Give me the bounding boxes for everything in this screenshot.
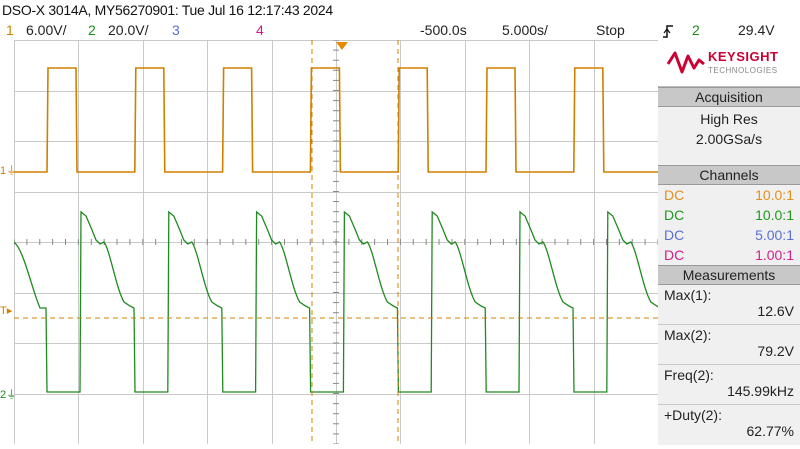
- measurements-header[interactable]: Measurements: [658, 265, 800, 285]
- keysight-logo: KEYSIGHT TECHNOLOGIES: [658, 40, 800, 87]
- measurement-label: +Duty(2):: [664, 407, 722, 423]
- measurement-value: 62.77%: [746, 423, 794, 439]
- trigger-channel[interactable]: 2: [692, 22, 700, 38]
- time-offset[interactable]: -500.0s: [420, 22, 467, 38]
- measurement-item[interactable]: Max(2): 79.2V: [658, 325, 800, 365]
- measurement-item[interactable]: Freq(2): 145.99kHz: [658, 365, 800, 405]
- waveform-display[interactable]: [13, 39, 663, 445]
- brand-name: KEYSIGHT: [708, 49, 779, 64]
- time-scale[interactable]: 5.000s/: [502, 22, 548, 38]
- measurement-item[interactable]: Max(1): 12.6V: [658, 285, 800, 325]
- ch2-marker-label: 2: [0, 389, 7, 401]
- ch2-scale[interactable]: 20.0V/: [108, 22, 149, 38]
- ch2-probe: 10.0:1: [755, 207, 794, 223]
- ch1-coupling: DC: [664, 187, 685, 203]
- measurement-value: 79.2V: [757, 343, 794, 359]
- ch1-number[interactable]: 1: [6, 22, 14, 38]
- trigger-position-marker[interactable]: [336, 42, 348, 50]
- ch2-ground-marker[interactable]: 2⏚: [0, 389, 18, 401]
- measurement-value: 12.6V: [757, 303, 794, 319]
- run-state[interactable]: Stop: [596, 22, 625, 38]
- ch1-waveform: [14, 67, 658, 173]
- acquisition-mode: High Res: [700, 111, 758, 127]
- ch2-coupling: DC: [664, 207, 685, 223]
- measurement-label: Max(2):: [664, 327, 712, 343]
- ch3-coupling: DC: [664, 227, 685, 243]
- brand-subtitle: TECHNOLOGIES: [708, 66, 778, 75]
- ch3-number[interactable]: 3: [172, 22, 180, 38]
- ch2-number[interactable]: 2: [88, 22, 96, 38]
- acquisition-header[interactable]: Acquisition: [658, 87, 800, 107]
- window-title: DSO-X 3014A, MY56270901: Tue Jul 16 12:1…: [2, 2, 333, 18]
- trigger-level[interactable]: 29.4V: [738, 22, 775, 38]
- ch4-probe: 1.00:1: [755, 247, 794, 263]
- trigger-level-marker[interactable]: T▸: [0, 305, 13, 317]
- acquisition-info: High Res 2.00GSa/s: [658, 107, 800, 165]
- side-panel: KEYSIGHT TECHNOLOGIES Acquisition High R…: [658, 40, 800, 445]
- waveform-graticule: [13, 39, 663, 445]
- measurement-item[interactable]: +Duty(2): 62.77%: [658, 405, 800, 445]
- ch2-waveform: [13, 210, 663, 393]
- channel-row-3[interactable]: DC 5.00:1: [658, 225, 800, 245]
- ch1-ground-marker[interactable]: 1⏚: [0, 165, 18, 177]
- trigger-marker-label: T: [0, 305, 7, 317]
- ch3-probe: 5.00:1: [755, 227, 794, 243]
- status-bar: DSO-X 3014A, MY56270901: Tue Jul 16 12:1…: [0, 0, 800, 40]
- ch4-number[interactable]: 4: [256, 22, 264, 38]
- sample-rate: 2.00GSa/s: [695, 131, 763, 147]
- ch1-probe: 10.0:1: [755, 187, 794, 203]
- keysight-wave-icon: [666, 51, 705, 74]
- ch1-marker-label: 1: [0, 165, 7, 177]
- channels-header[interactable]: Channels: [658, 165, 800, 185]
- measurement-label: Freq(2):: [664, 367, 714, 383]
- trigger-edge-icon[interactable]: [662, 23, 674, 39]
- ch1-scale[interactable]: 6.00V/: [26, 22, 67, 38]
- channel-row-1[interactable]: DC 10.0:1: [658, 185, 800, 205]
- ch4-coupling: DC: [664, 247, 685, 263]
- measurement-value: 145.99kHz: [727, 383, 794, 399]
- channel-row-2[interactable]: DC 10.0:1: [658, 205, 800, 225]
- channel-row-4[interactable]: DC 1.00:1: [658, 245, 800, 265]
- channels-list: DC 10.0:1 DC 10.0:1 DC 5.00:1 DC 1.00:1: [658, 185, 800, 265]
- measurement-label: Max(1):: [664, 287, 712, 303]
